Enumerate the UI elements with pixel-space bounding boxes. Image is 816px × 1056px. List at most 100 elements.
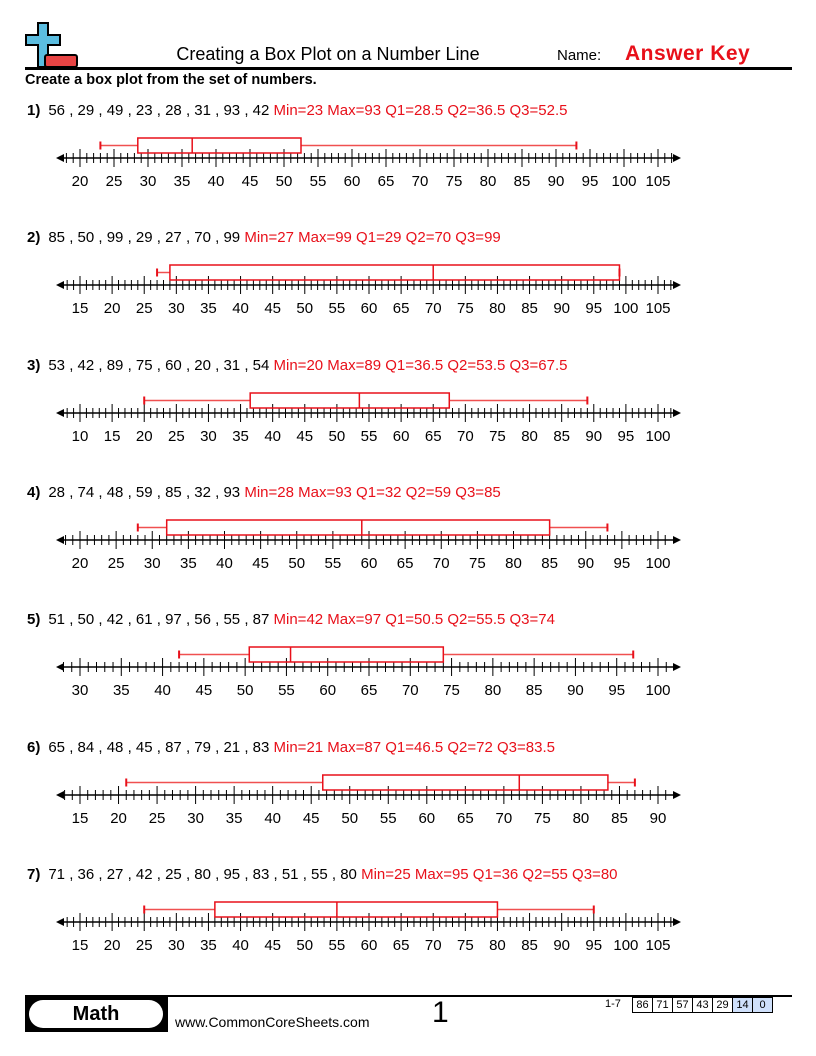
tick-label: 50 xyxy=(276,173,293,190)
tick-label: 70 xyxy=(425,937,442,954)
problem-3: 3) 53 , 42 , 89 , 75 , 60 , 20 , 31 , 54 … xyxy=(0,357,816,484)
tick-label: 85 xyxy=(521,300,538,317)
problem-question: 3) 53 , 42 , 89 , 75 , 60 , 20 , 31 , 54 … xyxy=(27,357,567,374)
tick-label: 25 xyxy=(108,555,125,572)
arrow-right-icon xyxy=(673,535,681,544)
tick-label: 90 xyxy=(567,682,584,699)
problem-number: 1) xyxy=(27,102,41,119)
tick-label: 50 xyxy=(296,300,313,317)
problem-question: 5) 51 , 50 , 42 , 61 , 97 , 56 , 55 , 87 … xyxy=(27,611,555,628)
tick-label: 55 xyxy=(325,555,342,572)
tick-label: 20 xyxy=(72,555,89,572)
tick-label: 25 xyxy=(168,428,185,445)
tick-label: 55 xyxy=(380,810,397,827)
tick-label: 85 xyxy=(541,555,558,572)
tick-label: 65 xyxy=(393,937,410,954)
tick-label: 75 xyxy=(469,555,486,572)
problem-number: 2) xyxy=(27,229,41,247)
tick-label: 30 xyxy=(144,555,161,572)
tick-label: 85 xyxy=(521,937,538,954)
problem-number: 5) xyxy=(27,611,41,629)
score-cell: 86 xyxy=(636,999,649,1011)
tick-label: 85 xyxy=(553,428,570,445)
tick-label: 25 xyxy=(136,300,153,317)
tick-label: 15 xyxy=(104,428,121,445)
tick-label: 65 xyxy=(361,682,378,699)
problem-number: 3) xyxy=(27,356,41,374)
subject-label: Math xyxy=(29,1000,163,1028)
answer-summary: Min=25 Max=95 Q1=36 Q2=55 Q3=80 xyxy=(361,865,618,883)
box-q1-q3 xyxy=(322,773,609,791)
tick-label: 20 xyxy=(72,173,89,190)
tick-label: 105 xyxy=(645,300,670,317)
problem-number: 6) xyxy=(27,738,41,756)
tick-label: 100 xyxy=(645,555,670,572)
tick-label: 70 xyxy=(425,300,442,317)
tick-label: 20 xyxy=(104,300,121,317)
score-table: 86 71 57 43 29 14 0 xyxy=(632,997,773,1013)
number-set: 28 , 74 , 48 , 59 , 85 , 32 , 93 xyxy=(48,483,241,501)
tick-label: 40 xyxy=(232,300,249,317)
problem-2: 2) 85 , 50 , 99 , 29 , 27 , 70 , 99 Min=2… xyxy=(0,229,816,356)
arrow-left-icon xyxy=(56,917,64,926)
box-q1-q3 xyxy=(165,519,551,536)
instructions: Create a box plot from the set of number… xyxy=(25,72,317,88)
tick-label: 70 xyxy=(457,428,474,445)
box-q1-q3 xyxy=(214,901,499,918)
score-cell: 14 xyxy=(732,998,752,1012)
tick-label: 25 xyxy=(149,810,166,827)
tick-label: 40 xyxy=(154,682,171,699)
tick-label: 35 xyxy=(232,428,249,445)
answer-key-label: Answer Key xyxy=(625,42,751,65)
tick-label: 55 xyxy=(329,300,346,317)
number-set: 71 , 36 , 27 , 42 , 25 , 80 , 95 , 83 , … xyxy=(48,865,357,883)
arrow-left-icon xyxy=(56,408,64,417)
score-range: 1-7 xyxy=(605,998,621,1010)
answer-summary: Min=20 Max=89 Q1=36.5 Q2=53.5 Q3=67.5 xyxy=(273,356,568,374)
tick-label: 55 xyxy=(310,173,327,190)
problem-1: 1) 56 , 29 , 49 , 23 , 28 , 31 , 93 , 42 … xyxy=(0,102,816,229)
tick-label: 45 xyxy=(242,173,259,190)
problem-5: 5) 51 , 50 , 42 , 61 , 97 , 56 , 55 , 87 … xyxy=(0,611,816,738)
box-q1-q3 xyxy=(249,391,451,409)
score-cell: 43 xyxy=(692,998,712,1012)
arrow-right-icon xyxy=(673,663,681,672)
website-link[interactable]: www.CommonCoreSheets.com xyxy=(175,1014,370,1030)
worksheet-title: Creating a Box Plot on a Number Line xyxy=(176,44,480,64)
box-plot-number-line: 15 20 25 30 35 40 45 50 55 60 65 70 75 80 85 90 95 100 105 xyxy=(56,901,681,954)
tick-label: 85 xyxy=(526,682,543,699)
tick-label: 40 xyxy=(232,937,249,954)
tick-label: 90 xyxy=(553,937,570,954)
tick-label: 90 xyxy=(585,428,602,445)
tick-label: 10 xyxy=(72,428,89,445)
tick-label: 30 xyxy=(200,428,217,445)
tick-label: 80 xyxy=(480,173,497,190)
problem-number: 4) xyxy=(27,483,41,501)
tick-label: 85 xyxy=(514,173,531,190)
header-divider xyxy=(25,67,792,70)
box-q1-q3 xyxy=(169,264,621,282)
tick-label: 35 xyxy=(200,937,217,954)
box-plot-number-line: 30 35 40 45 50 55 60 65 70 75 80 85 90 95 100 xyxy=(56,646,681,699)
tick-label: 30 xyxy=(168,300,185,317)
tick-label: 55 xyxy=(329,937,346,954)
problem-question: 1) 56 , 29 , 49 , 23 , 28 , 31 , 93 , 42 … xyxy=(27,102,567,119)
tick-label: 100 xyxy=(613,937,638,954)
tick-label: 90 xyxy=(548,173,565,190)
problem-7: 7) 71 , 36 , 27 , 42 , 25 , 80 , 95 , 83 … xyxy=(0,866,816,993)
arrow-right-icon xyxy=(673,790,681,799)
tick-label: 75 xyxy=(489,428,506,445)
tick-label: 95 xyxy=(585,300,602,317)
tick-label: 60 xyxy=(319,682,336,699)
tick-label: 35 xyxy=(180,555,197,572)
tick-label: 45 xyxy=(196,682,213,699)
answer-summary: Min=27 Max=99 Q1=29 Q2=70 Q3=99 xyxy=(244,229,501,247)
tick-label: 105 xyxy=(645,173,670,190)
tick-label: 100 xyxy=(645,682,670,699)
problem-4: 4) 28 , 74 , 48 , 59 , 85 , 32 , 93 Min=2… xyxy=(0,484,816,611)
tick-label: 70 xyxy=(433,555,450,572)
tick-label: 100 xyxy=(613,300,638,317)
tick-label: 40 xyxy=(208,173,225,190)
tick-label: 65 xyxy=(378,173,395,190)
tick-label: 60 xyxy=(344,173,361,190)
